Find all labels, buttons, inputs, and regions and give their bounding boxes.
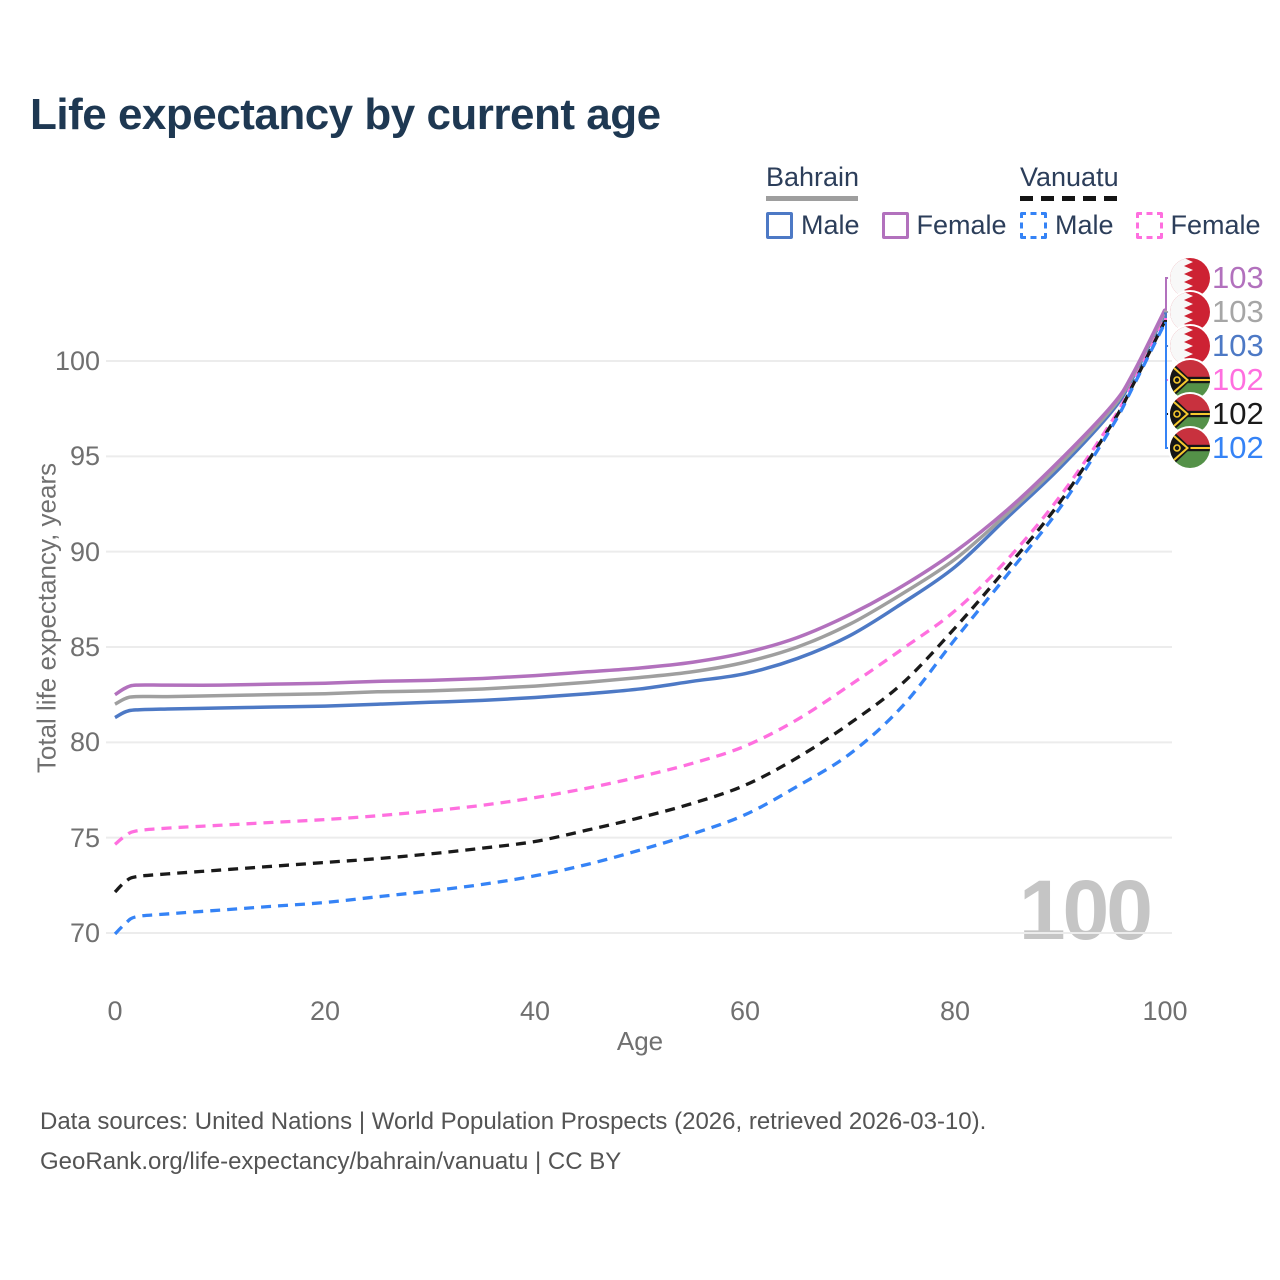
bahrain-flag-icon (1170, 326, 1210, 366)
end-value-label-vanuatu-male: 102 (1212, 430, 1264, 465)
legend-bahrain-male-swatch[interactable] (766, 212, 793, 239)
series-line-vanuatu-male[interactable] (113, 322, 1167, 936)
y-tick-label-95: 95 (69, 441, 100, 472)
vanuatu-flag-icon (1170, 428, 1210, 468)
x-tick-label-40: 40 (519, 996, 551, 1026)
series-line-bahrain-male[interactable] (114, 312, 1167, 720)
legend-bahrain-male-label[interactable]: Male (801, 210, 860, 240)
end-value-label-vanuatu-female: 102 (1212, 362, 1264, 397)
legend-vanuatu-male-label[interactable]: Male (1055, 210, 1114, 240)
vanuatu-flag-icon (1170, 394, 1210, 434)
age-indicator-watermark: 100 (1018, 863, 1153, 957)
x-tick-label-0: 0 (107, 996, 123, 1026)
x-tick-label-80: 80 (939, 996, 971, 1026)
page-title: Life expectancy by current age (30, 90, 661, 139)
bahrain-flag-icon (1170, 292, 1210, 332)
footer-attribution[interactable]: GeoRank.org/life-expectancy/bahrain/vanu… (40, 1148, 622, 1175)
legend-vanuatu-female-label[interactable]: Female (1170, 210, 1261, 240)
legend-bahrain-line-swatch (766, 196, 858, 201)
legend-group-vanuatu: Vanuatu Male Female (1020, 162, 1261, 241)
x-axis-title: Age (616, 1026, 664, 1056)
y-tick-label-80: 80 (69, 727, 100, 758)
series-line-bahrain-all[interactable] (114, 310, 1167, 706)
x-tick-label-60: 60 (729, 996, 761, 1026)
legend-bahrain-female-swatch[interactable] (881, 212, 909, 239)
y-tick-label-70: 70 (69, 918, 100, 948)
series-line-vanuatu-female[interactable] (113, 318, 1167, 846)
legend-group-bahrain: Bahrain Male Female (766, 162, 1007, 241)
legend-bahrain-female-label[interactable]: Female (916, 210, 1007, 240)
legend-vanuatu-line-swatch (1020, 196, 1120, 201)
y-tick-label-85: 85 (69, 631, 100, 662)
end-value-label-bahrain-all: 103 (1212, 294, 1264, 329)
x-tick-label-20: 20 (309, 996, 341, 1026)
legend-vanuatu-female-swatch[interactable] (1135, 212, 1163, 239)
y-tick-label-90: 90 (69, 536, 100, 567)
legend-vanuatu-male-swatch[interactable] (1020, 212, 1047, 239)
series-line-vanuatu-all[interactable] (113, 320, 1167, 894)
bahrain-flag-icon (1170, 258, 1210, 298)
vanuatu-flag-icon (1170, 360, 1210, 400)
x-tick-label-100: 100 (1142, 996, 1188, 1026)
end-value-label-vanuatu-all: 102 (1212, 396, 1264, 431)
legend-vanuatu-label[interactable]: Vanuatu (1020, 162, 1119, 192)
end-value-label-bahrain-female: 103 (1212, 260, 1264, 295)
y-tick-label-100: 100 (54, 345, 100, 376)
end-value-label-bahrain-male: 103 (1212, 328, 1264, 363)
y-tick-label-75: 75 (69, 822, 100, 853)
series-line-bahrain-female[interactable] (114, 308, 1167, 697)
footer-data-sources: Data sources: United Nations | World Pop… (40, 1108, 987, 1135)
legend-bahrain-label[interactable]: Bahrain (766, 162, 860, 192)
